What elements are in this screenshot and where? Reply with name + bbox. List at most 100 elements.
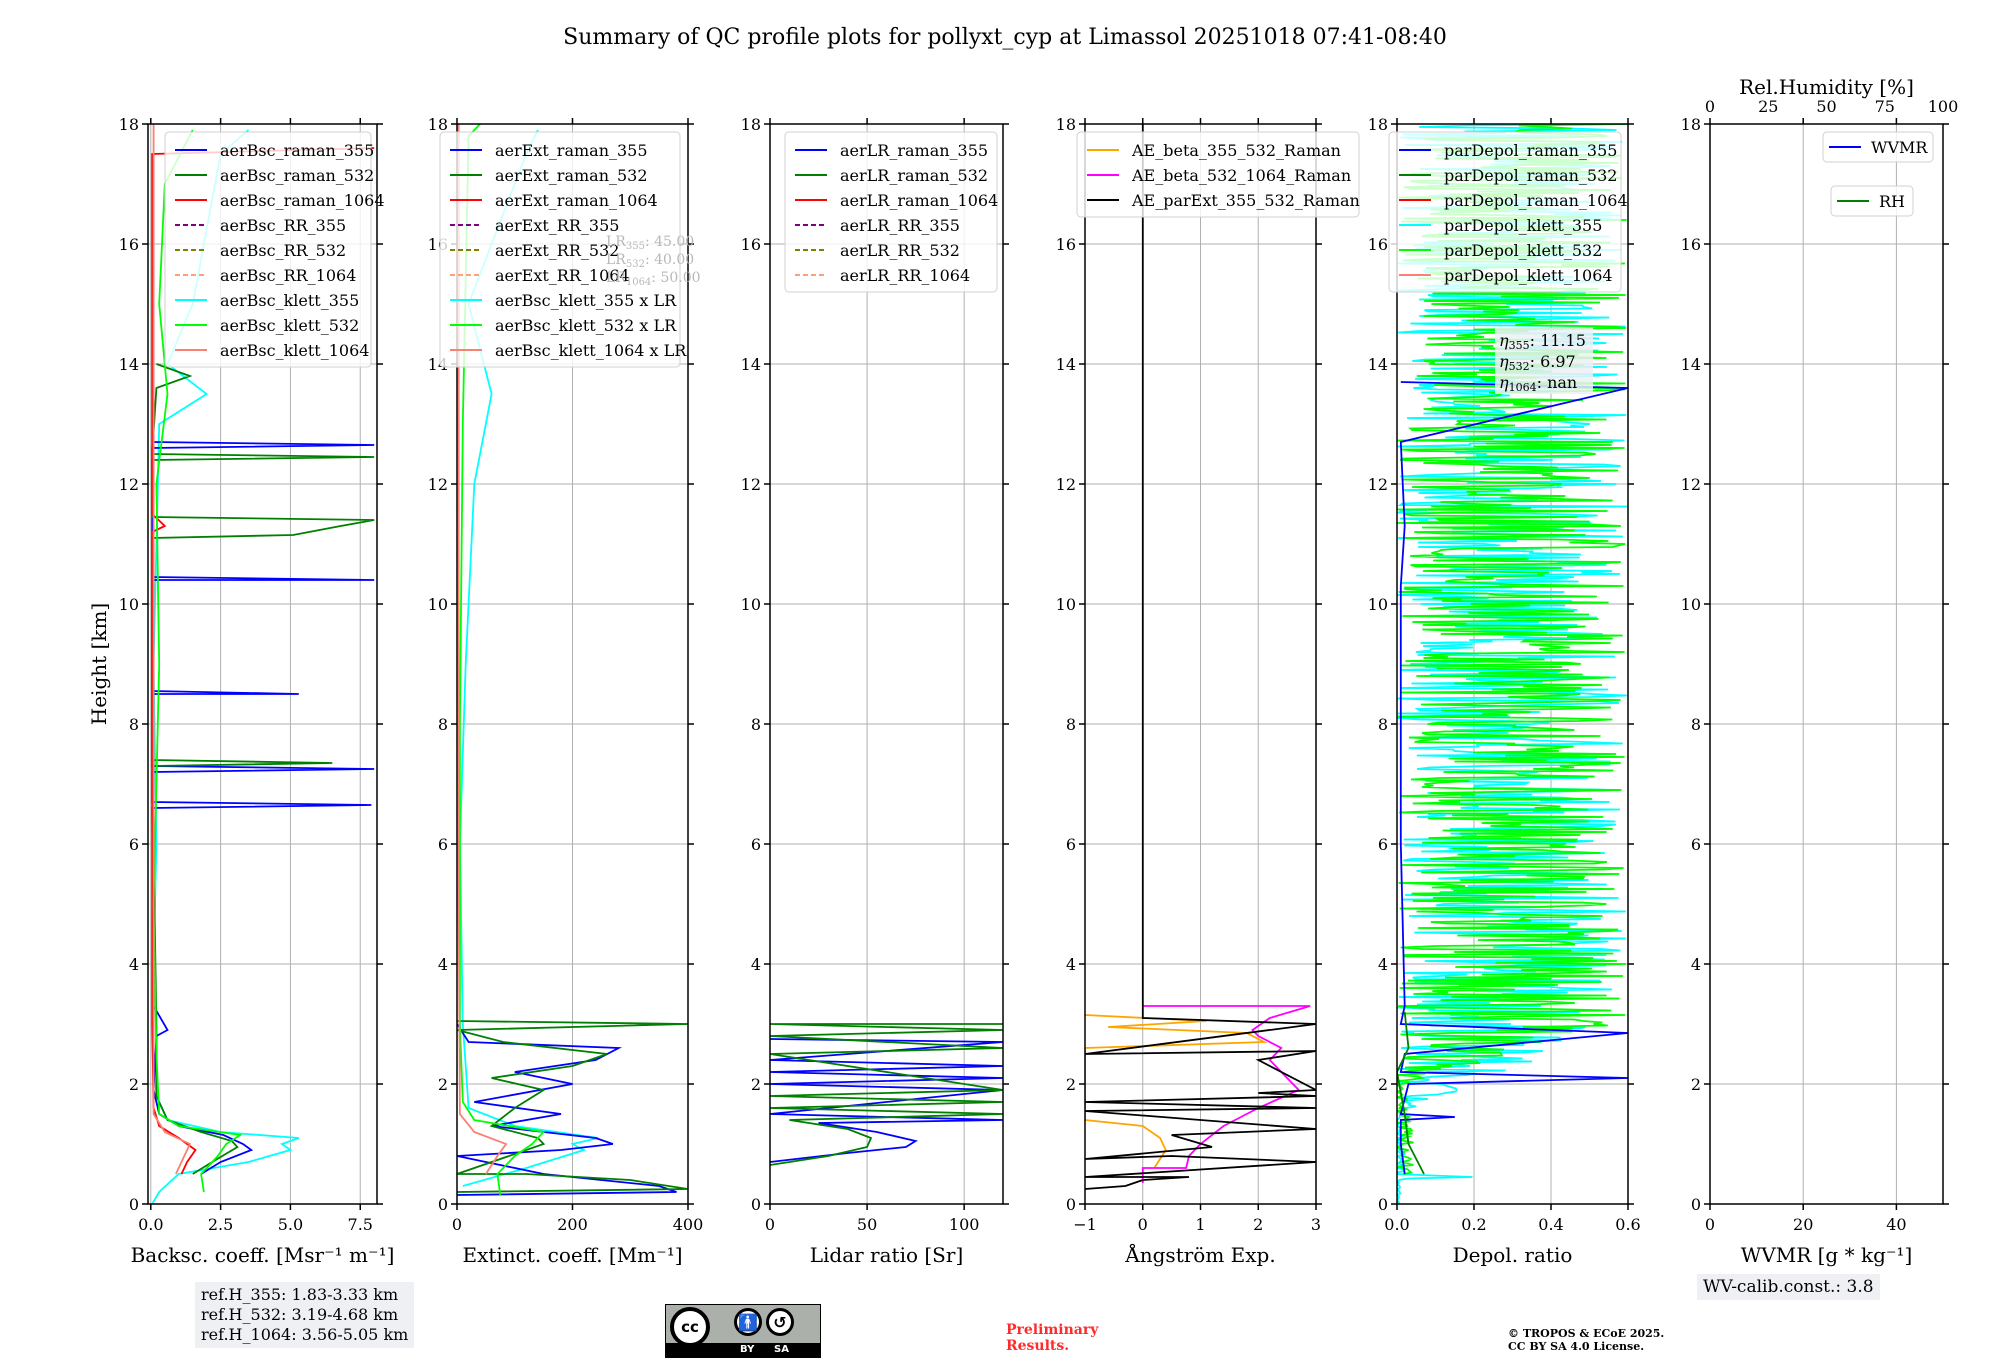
y-tick-label: 6 <box>129 835 139 854</box>
y-tick-label: 4 <box>1066 955 1076 974</box>
legend-label: AE_parExt_355_532_Raman <box>1131 191 1360 210</box>
ref-height-1064: ref.H_1064: 3.56-5.05 km <box>201 1325 409 1344</box>
y-tick-label: 10 <box>1056 595 1076 614</box>
y-tick-label: 10 <box>1681 595 1701 614</box>
x-tick-label: 20 <box>1793 1215 1813 1234</box>
y-tick-label: 4 <box>438 955 448 974</box>
y-tick-label: 14 <box>741 355 761 374</box>
panel-water_vapor: 0 20 40 0 2 4 6 8 10 12 14 16 18 WVMR [g * kg⁻¹] 0 25 50… <box>1681 75 1959 1267</box>
x-tick-label: 1 <box>1195 1215 1205 1234</box>
axes-frame <box>147 123 378 1205</box>
series-group <box>151 124 375 1204</box>
series-group <box>770 1023 1003 1166</box>
y-tick-label: 18 <box>119 115 139 134</box>
series-line-parDepol_klett_532 <box>1397 124 1628 1175</box>
x-tick-label: 2 <box>1253 1215 1263 1234</box>
copyright-notice: © TROPOS & ECoE 2025. CC BY SA 4.0 Licen… <box>1508 1327 1664 1353</box>
y-tick-label: 6 <box>751 835 761 854</box>
legend-label: aerLR_raman_1064 <box>840 191 998 210</box>
y-tick-label: 12 <box>1681 475 1701 494</box>
top-x-axis-label: Rel.Humidity [%] <box>1739 75 1914 99</box>
axes-frame <box>1709 123 1944 1205</box>
y-tick-label: 4 <box>751 955 761 974</box>
y-tick-label: 10 <box>119 595 139 614</box>
panel-backscatter: 0.0 2.5 5.0 7.5 0 2 4 6 8 10 12 14 16 18 Backsc. coeff… <box>119 115 395 1267</box>
x-axis-label: Extinct. coeff. [Mm⁻¹] <box>462 1243 682 1267</box>
series-group <box>1397 124 1628 1204</box>
y-axis-label: Height [km] <box>87 603 111 725</box>
x-tick-label: 0 <box>765 1215 775 1234</box>
series-line-AE_beta_532_1064_Raman <box>1141 1005 1311 1183</box>
preliminary-line-1: Preliminary <box>1006 1322 1099 1338</box>
eta-annotation: η355: 11.15 <box>1499 331 1586 352</box>
preliminary-line-2: Results. <box>1006 1338 1070 1354</box>
series-group <box>1085 124 1316 1190</box>
lr-annotation: LR532: 40.00 <box>606 252 694 270</box>
series-line-aerBsc_klett_1064 x LR <box>457 124 508 1175</box>
top-x-tick-label: 25 <box>1758 97 1778 116</box>
y-tick-label: 4 <box>1691 955 1701 974</box>
y-tick-label: 18 <box>1681 115 1701 134</box>
legend-label: aerLR_raman_532 <box>840 166 988 185</box>
legend-label: aerExt_raman_532 <box>495 166 648 185</box>
x-tick-label: 0.2 <box>1461 1215 1486 1234</box>
x-tick-label: 0 <box>1138 1215 1148 1234</box>
y-tick-label: 2 <box>1066 1075 1076 1094</box>
series-line-aerLR_raman_355 <box>770 1038 1003 1163</box>
y-tick-label: 6 <box>1378 835 1388 854</box>
legend-label: aerBsc_klett_1064 <box>220 341 369 360</box>
series-line-aerBsc_raman_355 <box>151 441 375 1175</box>
legend-label: aerExt_raman_355 <box>495 141 648 160</box>
x-axis-label: Lidar ratio [Sr] <box>810 1243 964 1267</box>
y-tick-label: 14 <box>119 355 139 374</box>
legend-label: aerBsc_RR_355 <box>220 216 346 235</box>
series-line-parDepol_raman_532 <box>1397 1011 1425 1175</box>
y-tick-label: 4 <box>1378 955 1388 974</box>
y-tick-label: 16 <box>119 235 139 254</box>
y-tick-label: 14 <box>1368 355 1388 374</box>
x-tick-label: −1 <box>1073 1215 1097 1234</box>
axes-frame <box>1396 123 1629 1205</box>
legend-label: parDepol_klett_532 <box>1444 241 1602 260</box>
panel-depolarization: 0.0 0.2 0.4 0.6 0 2 4 6 8 10 12 14 16 18 Depol. ratio p… <box>1368 115 1641 1267</box>
y-tick-label: 14 <box>1681 355 1701 374</box>
legend-label: aerExt_RR_1064 <box>495 266 630 285</box>
y-tick-label: 12 <box>119 475 139 494</box>
legend-label: aerBsc_RR_532 <box>220 241 346 260</box>
cc-icon: cc <box>670 1307 710 1347</box>
ref-height-532: ref.H_532: 3.19-4.68 km <box>201 1305 399 1324</box>
series-line-aerExt_raman_532 <box>457 1020 688 1193</box>
x-tick-label: 40 <box>1886 1215 1906 1234</box>
legend-label: aerLR_RR_1064 <box>840 266 970 285</box>
y-tick-label: 6 <box>438 835 448 854</box>
ref-heights-box: ref.H_355: 1.83-3.33 km ref.H_532: 3.19-… <box>195 1282 415 1348</box>
y-tick-label: 18 <box>1056 115 1076 134</box>
wv-calib-box: WV-calib.const.: 3.8 <box>1697 1274 1880 1300</box>
legend-box <box>1830 185 1914 217</box>
y-tick-label: 6 <box>1066 835 1076 854</box>
y-tick-label: 12 <box>1056 475 1076 494</box>
x-tick-label: 0.0 <box>138 1215 163 1234</box>
series-line-parDepol_raman_355 <box>1399 381 1628 1175</box>
top-x-tick-label: 50 <box>1816 97 1836 116</box>
legend-box <box>1076 131 1360 218</box>
x-tick-label: 50 <box>857 1215 877 1234</box>
x-tick-label: 3 <box>1311 1215 1321 1234</box>
y-tick-label: 8 <box>751 715 761 734</box>
legend-label: parDepol_raman_532 <box>1444 166 1617 185</box>
y-tick-label: 18 <box>428 115 448 134</box>
attribution-icon: 🚹 <box>734 1308 762 1336</box>
y-tick-label: 2 <box>751 1075 761 1094</box>
by-label: BY <box>740 1344 755 1355</box>
y-tick-label: 2 <box>129 1075 139 1094</box>
x-axis-label: WVMR [g * kg⁻¹] <box>1741 1243 1913 1267</box>
y-tick-label: 4 <box>129 955 139 974</box>
y-tick-label: 14 <box>1056 355 1076 374</box>
series-line-AE_beta_355_532_Raman <box>1085 1014 1268 1169</box>
y-tick-label: 0 <box>1378 1195 1388 1214</box>
eta-annotation: η532: 6.97 <box>1499 352 1576 373</box>
legend-label: aerBsc_raman_355 <box>220 141 374 160</box>
top-x-tick-label: 0 <box>1705 97 1715 116</box>
y-tick-label: 16 <box>1056 235 1076 254</box>
